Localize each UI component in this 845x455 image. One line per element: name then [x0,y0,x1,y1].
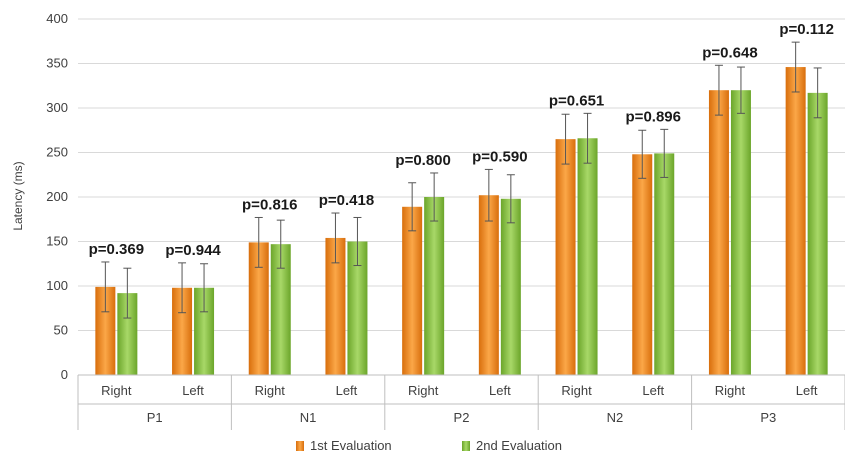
x-category-label: Left [642,383,664,398]
bar-2nd-evaluation [654,153,675,375]
x-category-label: Right [561,383,592,398]
bar-2nd-evaluation [577,138,598,375]
y-tick-label: 100 [46,278,68,293]
y-axis-ticks: 0 50 100 150 200 250 300 350 400 [46,11,68,382]
bar-1st-evaluation [248,242,269,375]
bar-1st-evaluation [478,195,499,375]
x-category-label: Right [408,383,439,398]
p-value-label: p=0.800 [395,152,450,169]
legend-label: 2nd Evaluation [476,438,562,453]
y-tick-label: 350 [46,56,68,71]
bar-2nd-evaluation [194,287,215,375]
error-bars [101,41,822,319]
bar-2nd-evaluation [270,244,291,375]
bar-1st-evaluation [785,67,806,375]
y-tick-label: 250 [46,145,68,160]
y-tick-label: 400 [46,11,68,26]
legend-swatch [462,441,470,451]
bar-1st-evaluation [172,287,193,375]
bar-1st-evaluation [555,139,576,375]
bar-1st-evaluation [708,90,729,375]
x-group-label: N1 [300,410,317,425]
bar-2nd-evaluation [347,241,368,375]
y-tick-label: 200 [46,189,68,204]
p-value-label: p=0.369 [89,241,144,258]
x-axis: Right Left Right Left Right Left Right Left Righ… [77,374,845,430]
x-group-label: P2 [454,410,470,425]
x-category-label: Left [796,383,818,398]
legend-swatch [296,441,304,451]
bar-1st-evaluation [402,206,423,375]
x-category-label: Right [101,383,132,398]
p-value-label: p=0.590 [472,148,527,165]
x-category-label: Left [336,383,358,398]
y-tick-label: 50 [54,323,68,338]
p-value-label: p=0.112 [779,21,834,38]
bar-1st-evaluation [95,286,116,375]
bar-2nd-evaluation [424,197,445,375]
y-tick-label: 300 [46,100,68,115]
bar-1st-evaluation [325,237,346,375]
x-category-label: Left [182,383,204,398]
x-category-label: Right [715,383,746,398]
bar-1st-evaluation [632,154,653,375]
legend-label: 1st Evaluation [310,438,392,453]
bar-2nd-evaluation [117,293,138,375]
p-value-label: p=0.418 [319,192,374,209]
x-category-label: Right [255,383,286,398]
p-value-label: p=0.896 [626,108,681,125]
y-axis-label: Latency (ms) [11,161,25,230]
bar-2nd-evaluation [730,90,751,375]
gridlines [78,18,845,331]
bar-2nd-evaluation [807,92,828,376]
p-value-label: p=0.648 [702,44,757,61]
p-value-label: p=0.651 [549,92,604,109]
x-group-label: P3 [760,410,776,425]
p-value-labels: p=0.369 p=0.944 p=0.816 p=0.418 p=0.800 p=0.5… [89,21,834,259]
p-value-label: p=0.816 [242,196,297,213]
bars [95,67,828,376]
legend: 1st Evaluation 2nd Evaluation [296,438,562,453]
x-category-label: Left [489,383,511,398]
bar-2nd-evaluation [500,198,521,375]
x-group-label: N2 [607,410,624,425]
y-tick-label: 0 [61,367,68,382]
y-tick-label: 150 [46,234,68,249]
p-value-label: p=0.944 [165,242,221,259]
x-group-label: P1 [147,410,163,425]
